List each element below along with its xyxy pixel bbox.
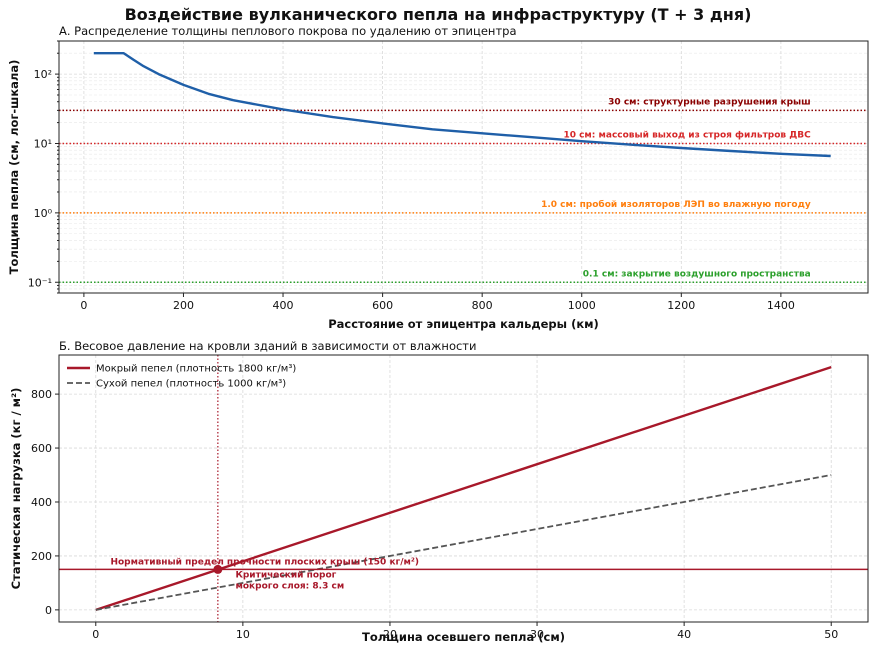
panel-a-plot-frame <box>58 40 869 294</box>
panel-a-ytick-label: 10² <box>34 68 52 81</box>
panel-a-xtick-label: 1000 <box>568 299 596 312</box>
panel-a-ytick-label: 10⁰ <box>34 207 53 220</box>
panel-a-grid <box>55 40 868 294</box>
panel-a-thresholds: 30 см: структурные разрушения крыш 10 см:… <box>59 97 868 284</box>
panel-b-legend: Мокрый пепел (плотность 1800 кг/м³) Сухой… <box>67 364 296 390</box>
panel-a-threshold-label: 10 см: массовый выход из строя фильтров … <box>563 130 811 140</box>
panel-a-y-ticks: 10⁻¹ 10⁰ 10¹ 10² <box>28 68 53 289</box>
panel-a-xtick-label: 400 <box>273 299 294 312</box>
panel-b-y-ticks: 0 200 400 600 800 <box>31 388 59 617</box>
panel-a-ytick-label: 10¹ <box>34 137 52 150</box>
panel-a-x-ticks: 0 200 400 600 800 1000 1200 1400 <box>80 293 795 312</box>
panel-a-xtick-label: 600 <box>372 299 393 312</box>
panel-a-threshold-label: 1.0 см: пробой изоляторов ЛЭП во влажную… <box>541 199 811 210</box>
panel-b-plot-frame <box>58 354 869 623</box>
panel-b-x-axis-label: Толщина осевшего пепла (см) <box>362 630 565 644</box>
panel-a-threshold-label: 0.1 см: закрытие воздушного пространства <box>583 269 811 279</box>
panel-b-ytick-label: 600 <box>31 442 52 455</box>
panel-a-series <box>93 52 831 158</box>
panel-a-xtick-label: 1400 <box>767 299 795 312</box>
panel-b-annotations: Нормативный предел прочности плоских кры… <box>59 355 868 622</box>
panel-b-series <box>95 365 832 612</box>
figure-title: Воздействие вулканического пепла на инфр… <box>125 5 752 24</box>
panel-a-x-axis-label: Расстояние от эпицентра кальдеры (км) <box>328 317 599 331</box>
panel-b-xtick-label: 20 <box>383 628 397 641</box>
panel-a-thickness-line <box>93 52 831 158</box>
panel-b-ytick-label: 200 <box>31 550 52 563</box>
panel-b-legend-label: Мокрый пепел (плотность 1800 кг/м³) <box>96 364 296 375</box>
panel-a-subtitle: А. Распределение толщины пеплового покро… <box>59 24 517 38</box>
panel-a-y-axis-label: Толщина пепла (см, лог-шкала) <box>7 60 21 275</box>
panel-b-grid <box>59 355 868 622</box>
panel-b-legend-label: Сухой пепел (плотность 1000 кг/м³) <box>96 379 286 390</box>
panel-b-ytick-label: 800 <box>31 388 52 401</box>
panel-b-dry-ash-line <box>95 474 832 611</box>
panel-b-xtick-label: 10 <box>236 628 250 641</box>
panel-b-threshold-label: Нормативный предел прочности плоских кры… <box>110 557 418 567</box>
panel-a-xtick-label: 800 <box>472 299 493 312</box>
panel-a-thickness-chart: А. Распределение толщины пеплового покро… <box>7 24 869 331</box>
panel-a-xtick-label: 0 <box>80 299 87 312</box>
panel-b-xtick-label: 0 <box>92 628 99 641</box>
panel-b-xtick-label: 50 <box>824 628 838 641</box>
panel-a-xtick-label: 1200 <box>667 299 695 312</box>
panel-a-threshold-label: 30 см: структурные разрушения крыш <box>608 97 811 107</box>
panel-b-critical-label-line1: Критический порог <box>236 570 337 580</box>
panel-a-ytick-label: 10⁻¹ <box>28 276 52 289</box>
panel-b-x-ticks: 0 10 20 30 40 50 <box>92 622 838 641</box>
panel-b-xtick-label: 30 <box>530 628 544 641</box>
panel-b-subtitle: Б. Весовое давление на кровли зданий в з… <box>59 339 476 353</box>
panel-b-ytick-label: 0 <box>45 604 52 617</box>
panel-b-xtick-label: 40 <box>677 628 691 641</box>
panel-b-critical-label-line2: мокрого слоя: 8.3 см <box>236 581 345 591</box>
panel-b-wet-ash-line <box>95 365 832 612</box>
panel-b-load-chart: Б. Весовое давление на кровли зданий в з… <box>9 339 869 644</box>
panel-b-critical-point <box>213 564 223 574</box>
panel-b-y-axis-label: Статическая нагрузка (кг / м²) <box>9 388 23 590</box>
panel-a-xtick-label: 200 <box>173 299 194 312</box>
panel-b-ytick-label: 400 <box>31 496 52 509</box>
